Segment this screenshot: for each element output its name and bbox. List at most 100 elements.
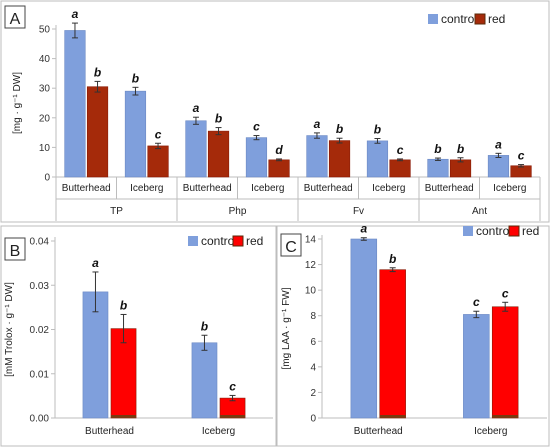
panel-c-category-label: Butterhead xyxy=(354,426,403,437)
panel-c-y-tick-label: 10 xyxy=(305,286,317,297)
panel-b-legend-red-swatch xyxy=(232,235,244,247)
panel-c-panel-label: C xyxy=(285,239,297,256)
panel-b-significance-label: b xyxy=(201,319,208,333)
panel-b-category-label: Iceberg xyxy=(202,426,235,437)
panel-c-legend-control-label: control xyxy=(476,224,512,238)
panel-c-y-tick-label: 14 xyxy=(305,235,317,246)
panel-c-y-tick-label: 2 xyxy=(310,388,316,399)
panel-c-y-tick-label: 6 xyxy=(310,337,316,348)
panel-a-panel-label: A xyxy=(10,11,21,28)
panel-a-y-tick-label: 50 xyxy=(39,25,51,36)
panel-a-red-bar xyxy=(147,145,169,178)
panel-b-control-bar xyxy=(191,342,218,419)
panel-a-y-tick-label: 40 xyxy=(39,54,51,65)
panel-b-y-tick-label: 0.04 xyxy=(30,237,50,248)
panel-a-significance-label: d xyxy=(275,143,283,157)
panel-a-y-tick-label: 0 xyxy=(44,173,50,184)
panel-a-panel-label-box xyxy=(4,5,26,29)
panel-b-legend-control-swatch xyxy=(188,236,198,246)
panel-b-significance-label: b xyxy=(120,298,127,312)
panel-c-red-bar xyxy=(379,269,406,419)
panel-a-y-tick-label: 10 xyxy=(39,143,51,154)
panel-b-control-bar xyxy=(82,291,109,419)
panel-b-panel-label: B xyxy=(10,243,21,260)
panel-c-y-axis-label: [mg LAA · g⁻¹ FW] xyxy=(281,287,292,369)
panel-a-category-label: Butterhead xyxy=(62,183,111,194)
panel-a-red-bar xyxy=(86,86,109,178)
panel-a-significance-label: b xyxy=(336,122,343,136)
panel-a-control-bar xyxy=(124,90,147,178)
panel-a-legend-control-label: control xyxy=(441,12,477,26)
panel-a-significance-label: b xyxy=(434,142,441,156)
panel-c-red-bar xyxy=(491,306,519,419)
panel-c-y-tick-label: 4 xyxy=(310,362,316,373)
panel-a-control-bar xyxy=(306,135,328,178)
panel-c-legend-red-label: red xyxy=(522,224,539,238)
panel-a-significance-label: a xyxy=(72,7,79,21)
panel-c-red-bar-base xyxy=(379,415,406,418)
panel-a-red-bar xyxy=(449,159,472,178)
panel-c-red-bar-base xyxy=(492,415,519,418)
panel-c-control-bar xyxy=(350,238,378,419)
panel-b-red-bar-base xyxy=(220,415,246,418)
panel-a-control-bar xyxy=(64,30,86,178)
panel-b-y-tick-label: 0.03 xyxy=(30,281,50,292)
panel-c-control-bar xyxy=(463,314,490,419)
panel-b-category-label: Butterhead xyxy=(85,426,134,437)
panel-b-significance-label: c xyxy=(229,379,236,393)
panel-a-control-bar xyxy=(487,155,510,178)
panel-c-y-tick-label: 12 xyxy=(305,260,317,271)
panel-a-significance-label: c xyxy=(397,143,404,157)
panel-a-category-label: Iceberg xyxy=(493,183,526,194)
panel-a-group-label: Php xyxy=(229,206,247,217)
panel-a-red-bar xyxy=(328,140,351,178)
panel-a-category-label: Butterhead xyxy=(425,183,474,194)
panel-a-category-label: Butterhead xyxy=(304,183,353,194)
panel-a-category-label: Iceberg xyxy=(130,183,163,194)
panel-a-red-bar xyxy=(268,159,290,178)
panel-a-significance-label: b xyxy=(215,112,222,126)
panel-c-legend-red-swatch xyxy=(508,225,520,237)
panel-c-significance-label: b xyxy=(389,252,396,266)
panel-a-significance-label: c xyxy=(518,149,525,163)
panel-a-significance-label: b xyxy=(132,71,139,85)
panel-c-panel-label-box xyxy=(280,233,302,257)
panel-a-frame xyxy=(0,0,550,223)
panel-a-category-label: Iceberg xyxy=(251,183,284,194)
panel-b-legend-red-label: red xyxy=(246,234,263,248)
panel-a-red-bar xyxy=(510,165,532,178)
panel-a-control-bar xyxy=(427,158,449,178)
panel-a-category-label: Butterhead xyxy=(183,183,232,194)
panel-a-legend-control-swatch xyxy=(428,14,438,24)
panel-a-group-label: TP xyxy=(110,206,123,217)
panel-a-group-label: Ant xyxy=(472,206,487,217)
panel-a-control-bar xyxy=(366,140,389,178)
panel-c-significance-label: a xyxy=(360,222,367,236)
panel-c-significance-label: c xyxy=(473,295,480,309)
panel-b-chart: 0.00 0.01 0.02 0.03 0.04 [mM Trolox · g⁻¹ DW]… xyxy=(0,225,277,447)
panel-b-legend-control-label: control xyxy=(201,234,237,248)
panel-a-legend-red-label: red xyxy=(488,12,505,26)
panel-a-significance-label: b xyxy=(457,142,464,156)
panel-a-control-bar xyxy=(185,120,207,178)
panel-a-control-bar xyxy=(245,137,268,178)
panel-a-category-label: Iceberg xyxy=(372,183,405,194)
panel-b-red-bar-base xyxy=(111,415,137,418)
panel-a-legend-red-swatch xyxy=(474,13,486,25)
panel-a-group-label: Fv xyxy=(353,206,364,217)
panel-b-y-tick-label: 0.01 xyxy=(30,369,50,380)
panel-a-significance-label: b xyxy=(374,123,381,137)
panel-c-y-tick-label: 0 xyxy=(310,414,316,425)
panel-c-chart: 0 2 4 6 8 10 12 14 [mg LAA · g⁻¹ FW] Ca b Butterhea… xyxy=(276,222,550,447)
panel-b-y-axis-label: [mM Trolox · g⁻¹ DW] xyxy=(4,282,15,377)
panel-b-y-tick-label: 0.02 xyxy=(30,325,50,336)
panel-b-panel-label-box xyxy=(4,237,26,261)
panel-b-significance-label: a xyxy=(92,256,99,270)
panel-a-significance-label: b xyxy=(94,65,101,79)
panel-b-red-bar xyxy=(110,328,137,419)
panel-b-frame xyxy=(0,225,277,447)
panel-b-y-tick-label: 0.00 xyxy=(30,414,50,425)
panel-a-significance-label: a xyxy=(495,137,502,151)
panel-a-significance-label: a xyxy=(314,117,321,131)
